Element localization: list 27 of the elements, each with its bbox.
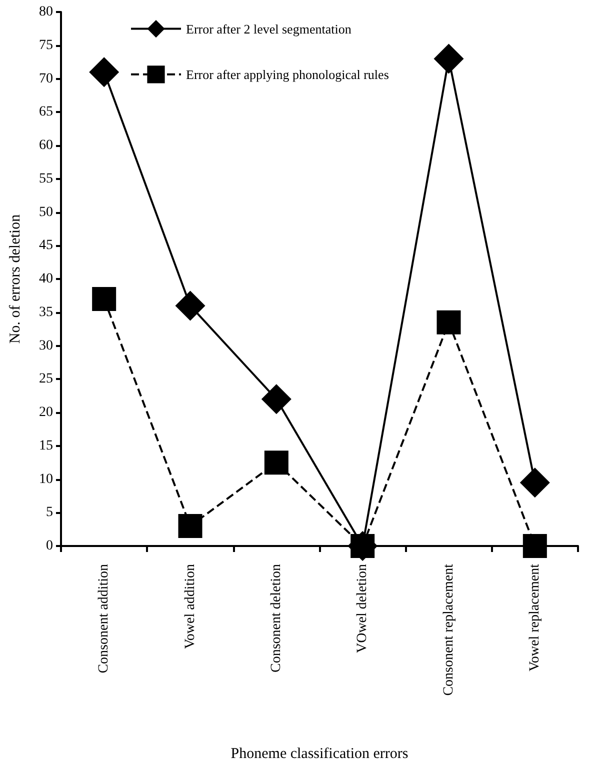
y-tick-label: 55 bbox=[39, 171, 53, 186]
y-tick-label: 30 bbox=[39, 338, 53, 354]
y-tick-label: 75 bbox=[39, 38, 53, 53]
x-tick-label: VOwel deletion bbox=[355, 564, 370, 654]
y-tick-label: 10 bbox=[39, 472, 53, 487]
x-tick-label: Vowel replacement bbox=[527, 564, 542, 672]
y-axis-title: No. of errors deletion bbox=[8, 214, 24, 344]
y-tick-label: 65 bbox=[39, 104, 53, 120]
x-tick-label: Consonent addition bbox=[96, 564, 112, 674]
y-tick-label: 25 bbox=[39, 372, 53, 387]
y-tick-label: 20 bbox=[39, 405, 53, 420]
y-tick-label: 40 bbox=[39, 272, 53, 286]
legend-label: Error after applying phonological rules bbox=[186, 66, 389, 82]
y-tick-label: 5 bbox=[46, 505, 53, 520]
y-tick-label: 15 bbox=[39, 438, 53, 454]
y-tick-label: 80 bbox=[39, 4, 53, 20]
y-tick-label: 50 bbox=[39, 204, 53, 220]
y-tick-label: 60 bbox=[39, 138, 53, 153]
y-tick-label: 35 bbox=[39, 304, 53, 320]
x-tick-label: Vowel addition bbox=[182, 564, 198, 649]
x-tick-label: Consonent deletion bbox=[268, 564, 284, 672]
x-tick-label: Consonent replacement bbox=[441, 564, 456, 696]
y-tick-label: 45 bbox=[39, 238, 53, 254]
y-tick-label: 70 bbox=[39, 71, 53, 86]
y-tick-label: 0 bbox=[46, 538, 53, 554]
legend-label: Error after 2 level segmentation bbox=[186, 21, 352, 36]
x-axis-title: Phoneme classification errors bbox=[230, 746, 408, 762]
